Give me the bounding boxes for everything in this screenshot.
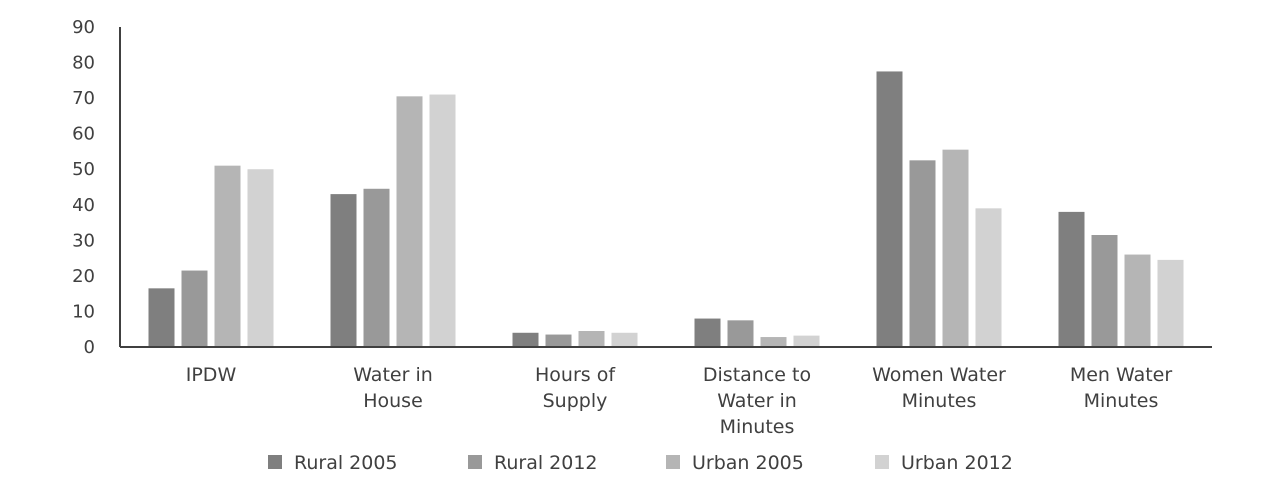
y-tick-label: 40: [72, 195, 95, 216]
y-tick-label: 50: [72, 159, 95, 180]
legend-label: Urban 2005: [692, 452, 804, 474]
y-tick-label: 70: [72, 88, 95, 109]
bar-rural-2012-1: [363, 188, 390, 347]
legend-label: Urban 2012: [901, 452, 1013, 474]
x-category-label-line: House: [363, 390, 423, 412]
bar-rural-2012-2: [545, 334, 572, 347]
bar-urban-2005-4: [942, 149, 969, 347]
bar-rural-2012-5: [1091, 235, 1118, 347]
x-category-label-line: Men Water: [1070, 364, 1173, 386]
x-category-label-line: Water in: [353, 364, 433, 386]
legend-swatch: [666, 455, 680, 469]
bar-rural-2012-4: [909, 160, 936, 347]
x-category-label: Hours of Supply: [535, 364, 616, 412]
legend-label: Rural 2012: [494, 452, 598, 474]
x-category-label-line: Minutes: [902, 390, 977, 412]
legend-swatch: [468, 455, 482, 469]
bars: [148, 71, 1184, 347]
bar-urban-2012-5: [1157, 259, 1184, 347]
y-tick-label: 10: [72, 301, 95, 322]
legend-label: Rural 2005: [294, 452, 398, 474]
y-tick-label: 60: [72, 124, 95, 145]
bar-urban-2005-2: [578, 331, 605, 347]
bar-rural-2012-0: [181, 270, 208, 347]
bar-urban-2012-3: [793, 335, 820, 347]
x-category-label-line: Hours of: [535, 364, 616, 386]
x-category-label: Women Water Minutes: [872, 364, 1006, 412]
x-category-label-line: Minutes: [1084, 390, 1159, 412]
y-tick-label: 0: [84, 337, 95, 358]
bar-rural-2005-1: [330, 194, 357, 347]
bar-urban-2012-4: [975, 208, 1002, 347]
x-category-label-line: Minutes: [720, 416, 795, 438]
x-axis: IPDW Water in House Hours of Supply Distance …: [120, 346, 1212, 438]
x-category-label-line: Supply: [543, 390, 608, 412]
bar-urban-2012-0: [247, 169, 274, 347]
y-axis: 0 10 20 30 40 50 60 70 80 90: [72, 17, 121, 358]
bar-rural-2005-5: [1058, 211, 1085, 347]
bar-urban-2005-5: [1124, 254, 1151, 347]
x-category-label-line: Distance to: [703, 364, 811, 386]
y-tick-label: 80: [72, 53, 95, 74]
bar-urban-2005-3: [760, 337, 787, 347]
x-category-label: IPDW: [186, 364, 237, 386]
bar-urban-2012-2: [611, 332, 638, 347]
legend-swatch: [268, 455, 282, 469]
legend-swatch: [875, 455, 889, 469]
bar-rural-2005-0: [148, 288, 175, 347]
bar-urban-2005-1: [396, 96, 423, 347]
y-tick-label: 30: [72, 230, 95, 251]
x-category-label: Men Water Minutes: [1070, 364, 1173, 412]
y-tick-label: 20: [72, 266, 95, 287]
bar-urban-2012-1: [429, 94, 456, 347]
x-category-label: Water in House: [353, 364, 433, 412]
x-category-label: Distance to Water in Minutes: [703, 364, 811, 438]
bar-rural-2005-3: [694, 318, 721, 347]
legend: Rural 2005 Rural 2012 Urban 2005 Urban 2012: [268, 452, 1013, 474]
x-category-label-line: Women Water: [872, 364, 1006, 386]
x-category-label-line: Water in: [717, 390, 797, 412]
x-category-label-line: IPDW: [186, 364, 237, 386]
bar-rural-2005-4: [876, 71, 903, 347]
bar-rural-2005-2: [512, 332, 539, 347]
bar-rural-2012-3: [727, 320, 754, 347]
y-tick-label: 90: [72, 17, 95, 38]
bar-urban-2005-0: [214, 165, 241, 347]
